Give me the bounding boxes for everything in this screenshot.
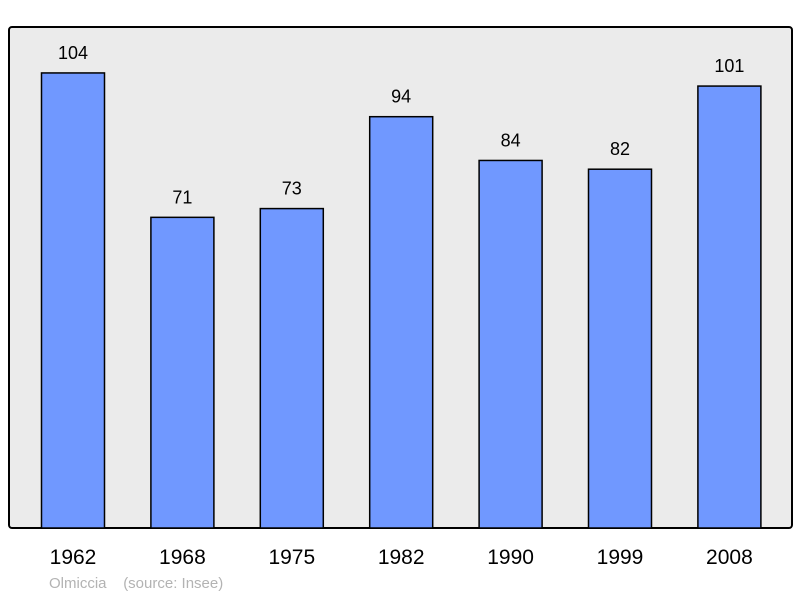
data-label-1982: 94	[391, 87, 411, 107]
bar-2008	[697, 85, 762, 529]
bar-1975	[259, 207, 325, 529]
x-tick-label-1962: 1962	[50, 546, 97, 569]
bar-1990	[478, 159, 543, 529]
bar-1962	[40, 72, 106, 529]
bar-1999	[587, 168, 653, 529]
place-name: Olmiccia	[49, 575, 107, 592]
source-note: (source: Insee)	[123, 575, 224, 592]
data-label-1975: 73	[282, 179, 302, 199]
footer: Olmiccia (source: Insee)	[49, 575, 223, 592]
data-label-1990: 84	[501, 130, 521, 150]
data-label-1962: 104	[58, 43, 88, 63]
data-label-1968: 71	[172, 187, 192, 207]
bar-1982	[368, 115, 434, 529]
x-tick-label-1999: 1999	[597, 546, 644, 569]
x-tick-label-1982: 1982	[378, 546, 425, 569]
data-label-1999: 82	[610, 139, 630, 159]
x-tick-label-1975: 1975	[268, 546, 315, 569]
data-label-2008: 101	[714, 56, 744, 76]
x-tick-label-1968: 1968	[159, 546, 206, 569]
x-tick-label-2008: 2008	[706, 546, 753, 569]
bar-1968	[150, 216, 215, 529]
x-tick-label-1990: 1990	[487, 546, 534, 569]
